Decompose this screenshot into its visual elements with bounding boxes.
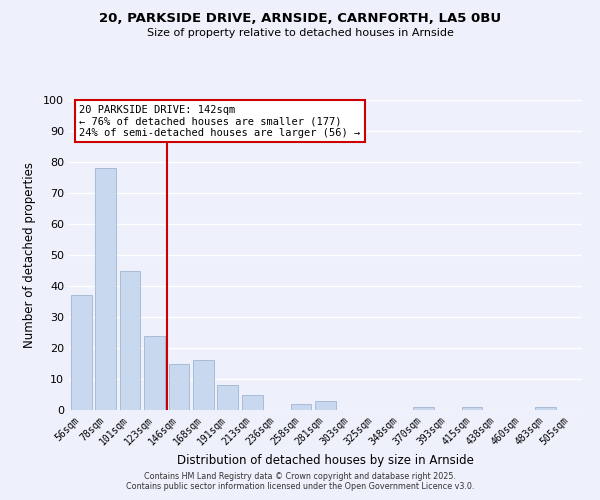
- Bar: [71, 296, 92, 410]
- Bar: [144, 336, 165, 410]
- Bar: [242, 394, 263, 410]
- Bar: [193, 360, 214, 410]
- Bar: [169, 364, 190, 410]
- Text: Contains HM Land Registry data © Crown copyright and database right 2025.: Contains HM Land Registry data © Crown c…: [144, 472, 456, 481]
- Bar: [119, 270, 140, 410]
- Bar: [95, 168, 116, 410]
- Bar: [315, 400, 336, 410]
- Bar: [535, 407, 556, 410]
- Bar: [290, 404, 311, 410]
- Text: Size of property relative to detached houses in Arnside: Size of property relative to detached ho…: [146, 28, 454, 38]
- Text: 20 PARKSIDE DRIVE: 142sqm
← 76% of detached houses are smaller (177)
24% of semi: 20 PARKSIDE DRIVE: 142sqm ← 76% of detac…: [79, 104, 361, 138]
- X-axis label: Distribution of detached houses by size in Arnside: Distribution of detached houses by size …: [177, 454, 474, 467]
- Bar: [413, 407, 434, 410]
- Text: Contains public sector information licensed under the Open Government Licence v3: Contains public sector information licen…: [126, 482, 474, 491]
- Y-axis label: Number of detached properties: Number of detached properties: [23, 162, 36, 348]
- Bar: [461, 407, 482, 410]
- Text: 20, PARKSIDE DRIVE, ARNSIDE, CARNFORTH, LA5 0BU: 20, PARKSIDE DRIVE, ARNSIDE, CARNFORTH, …: [99, 12, 501, 26]
- Bar: [217, 385, 238, 410]
